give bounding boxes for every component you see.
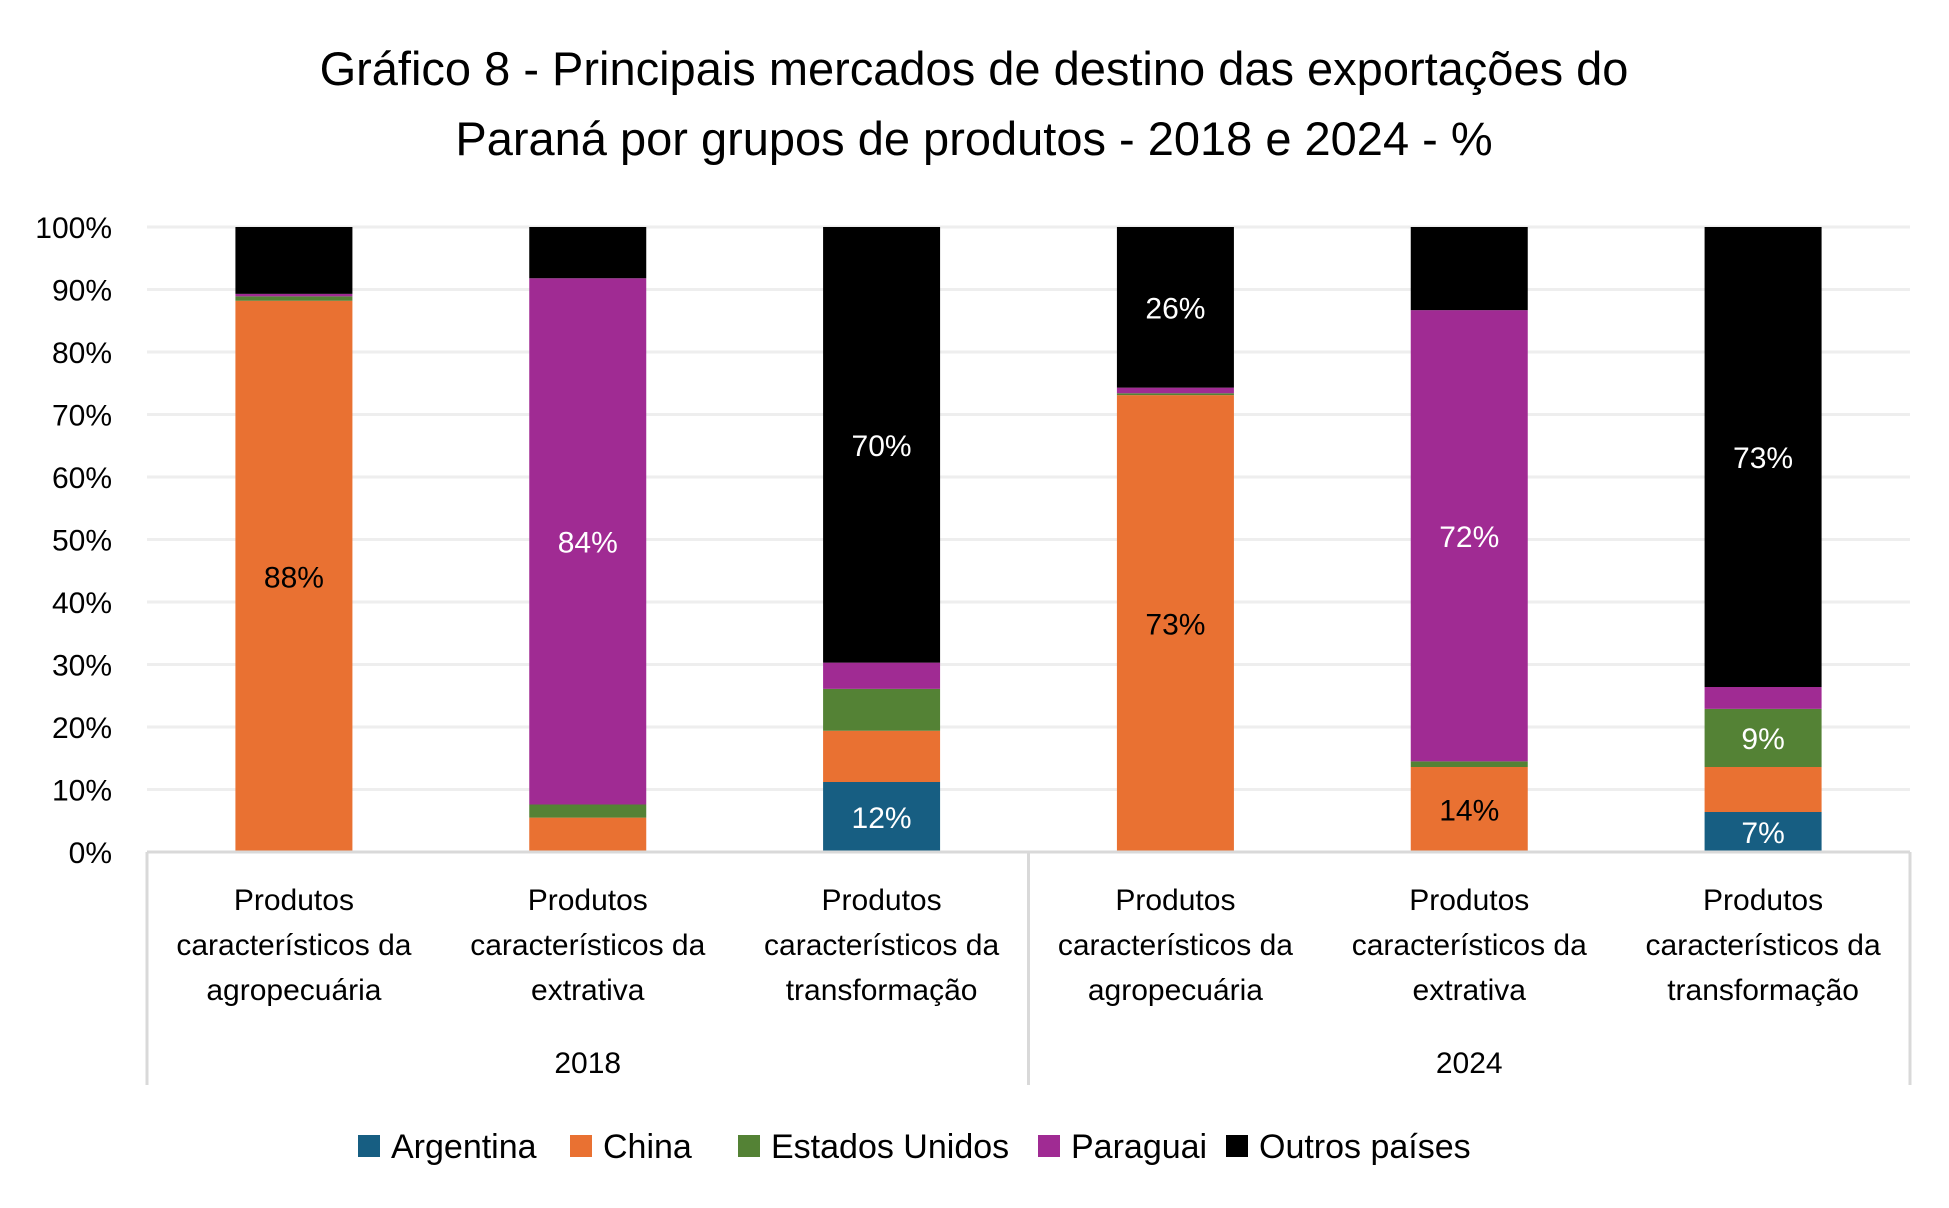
data-label: 88% — [264, 561, 324, 594]
x-group-label: 2024 — [1436, 1047, 1503, 1080]
y-tick-label: 70% — [52, 400, 112, 433]
x-category-label: característicos da — [470, 929, 705, 962]
x-category-label: extrativa — [1413, 974, 1527, 1007]
bar-segment-outros-países — [1704, 227, 1822, 687]
legend-label: Argentina — [391, 1128, 537, 1166]
bar-segment-china — [1704, 767, 1822, 812]
data-label: 7% — [1741, 817, 1784, 850]
y-tick-label: 90% — [52, 275, 112, 308]
bar-segment-paraguai — [823, 662, 941, 689]
legend-label: Outros países — [1259, 1128, 1471, 1166]
y-tick-label: 0% — [69, 837, 112, 870]
bar-segment-china — [1116, 395, 1234, 852]
bar-segment-paraguai — [1704, 687, 1822, 709]
chart-title-line-1: Gráfico 8 - Principais mercados de desti… — [320, 42, 1629, 95]
bar-segment-paraguai — [1410, 310, 1528, 762]
x-category-label: característicos da — [764, 929, 999, 962]
bar-segment-estados-unidos — [529, 804, 647, 818]
x-category-label: transformação — [1667, 974, 1859, 1007]
bar-segment-china — [235, 300, 353, 852]
y-tick-label: 40% — [52, 587, 112, 620]
chart-title-line-2: Paraná por grupos de produtos - 2018 e 2… — [455, 112, 1492, 165]
y-tick-label: 50% — [52, 525, 112, 558]
data-label: 9% — [1741, 723, 1784, 756]
y-tick-label: 10% — [52, 775, 112, 808]
bar-segment-china — [529, 817, 647, 852]
data-label: 26% — [1145, 292, 1205, 325]
y-tick-label: 30% — [52, 650, 112, 683]
bar-segment-argentina — [1704, 812, 1822, 852]
legend-label: Estados Unidos — [771, 1128, 1009, 1166]
y-axis-ticks: 0% 10% 20% 30% 40% 50% 60% 70% 80% 90% 100% — [35, 212, 112, 870]
bar-segment-estados-unidos — [1116, 393, 1234, 396]
bar-segment-argentina — [823, 782, 941, 852]
legend-swatch — [570, 1135, 592, 1157]
data-label: 72% — [1439, 521, 1499, 554]
x-category-label: característicos da — [1646, 929, 1881, 962]
data-label: 14% — [1439, 795, 1499, 828]
x-category-label: extrativa — [531, 974, 645, 1007]
x-category-label: característicos da — [1058, 929, 1293, 962]
x-category-label: Produtos — [234, 884, 354, 917]
x-category-label: Produtos — [1703, 884, 1823, 917]
bar-segment-estados-unidos — [823, 688, 941, 731]
bar-segment-outros-países — [235, 227, 353, 294]
bars — [235, 227, 1822, 852]
x-category-label: Produtos — [528, 884, 648, 917]
x-category-label: Produtos — [1115, 884, 1235, 917]
legend-swatch — [738, 1135, 760, 1157]
y-tick-label: 80% — [52, 337, 112, 370]
bar-segment-outros-países — [823, 227, 941, 663]
x-category-label: Produtos — [1409, 884, 1529, 917]
x-axis: Produtos característicos da agropecuária Pr… — [145, 850, 1912, 1085]
x-category-label: Produtos — [822, 884, 942, 917]
bar-segment-paraguai — [235, 293, 353, 297]
y-tick-label: 20% — [52, 712, 112, 745]
legend-label: China — [603, 1128, 692, 1166]
bar-segment-outros-países — [1116, 227, 1234, 388]
data-label: 73% — [1145, 609, 1205, 642]
bar-segment-estados-unidos — [1410, 761, 1528, 767]
legend-swatch — [1038, 1135, 1060, 1157]
legend-swatch — [358, 1135, 380, 1157]
data-label: 84% — [558, 526, 618, 559]
y-tick-label: 100% — [35, 212, 112, 245]
data-labels: 88% 84% 12% 70% 73% 26% 14% 72% 7% 9% 73% — [264, 292, 1793, 850]
bar-segment-outros-países — [529, 227, 647, 279]
x-group-label: 2018 — [554, 1047, 621, 1080]
legend-label: Paraguai — [1071, 1128, 1207, 1166]
gridlines — [147, 225, 1910, 791]
legend-swatch — [1226, 1135, 1248, 1157]
x-category-label: característicos da — [176, 929, 411, 962]
y-tick-label: 60% — [52, 462, 112, 495]
x-category-label: agropecuária — [206, 974, 381, 1007]
bar-segment-estados-unidos — [235, 296, 353, 301]
data-label: 73% — [1733, 442, 1793, 475]
bar-segment-china — [1410, 767, 1528, 852]
bar-segment-outros-países — [1410, 227, 1528, 311]
chart-title: Gráfico 8 - Principais mercados de desti… — [320, 42, 1629, 165]
x-category-label: característicos da — [1352, 929, 1587, 962]
x-category-label: transformação — [786, 974, 978, 1007]
legend: Argentina China Estados Unidos Paraguai Outr… — [358, 1128, 1471, 1166]
data-label: 70% — [852, 430, 912, 463]
x-category-label: agropecuária — [1088, 974, 1263, 1007]
data-label: 12% — [852, 802, 912, 835]
bar-segment-estados-unidos — [1704, 708, 1822, 767]
bar-segment-paraguai — [1116, 387, 1234, 394]
bar-segment-paraguai — [529, 278, 647, 805]
bar-segment-china — [823, 730, 941, 782]
